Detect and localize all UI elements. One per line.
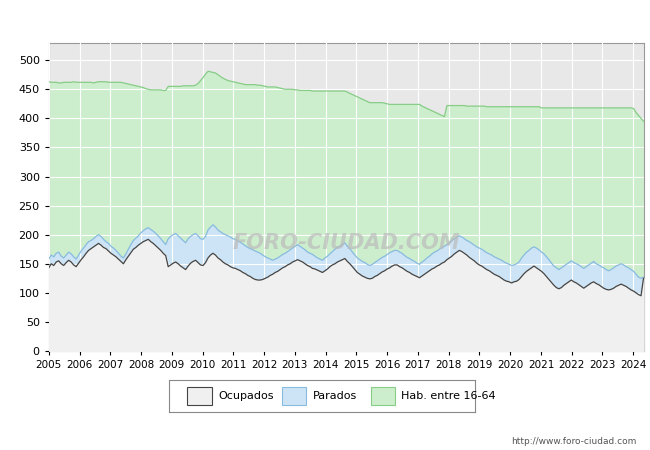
Text: http://www.foro-ciudad.com: http://www.foro-ciudad.com	[512, 436, 637, 446]
Bar	[282, 387, 307, 405]
Bar	[187, 387, 212, 405]
Text: Ocupados: Ocupados	[218, 391, 274, 401]
Text: FORO-CIUDAD.COM: FORO-CIUDAD.COM	[232, 233, 460, 253]
Text: Sotorribas - Evolucion de la poblacion en edad de Trabajar Mayo de 2024: Sotorribas - Evolucion de la poblacion e…	[71, 11, 579, 26]
Text: Hab. entre 16-64: Hab. entre 16-64	[401, 391, 496, 401]
Bar	[370, 387, 395, 405]
Text: Parados: Parados	[313, 391, 357, 401]
